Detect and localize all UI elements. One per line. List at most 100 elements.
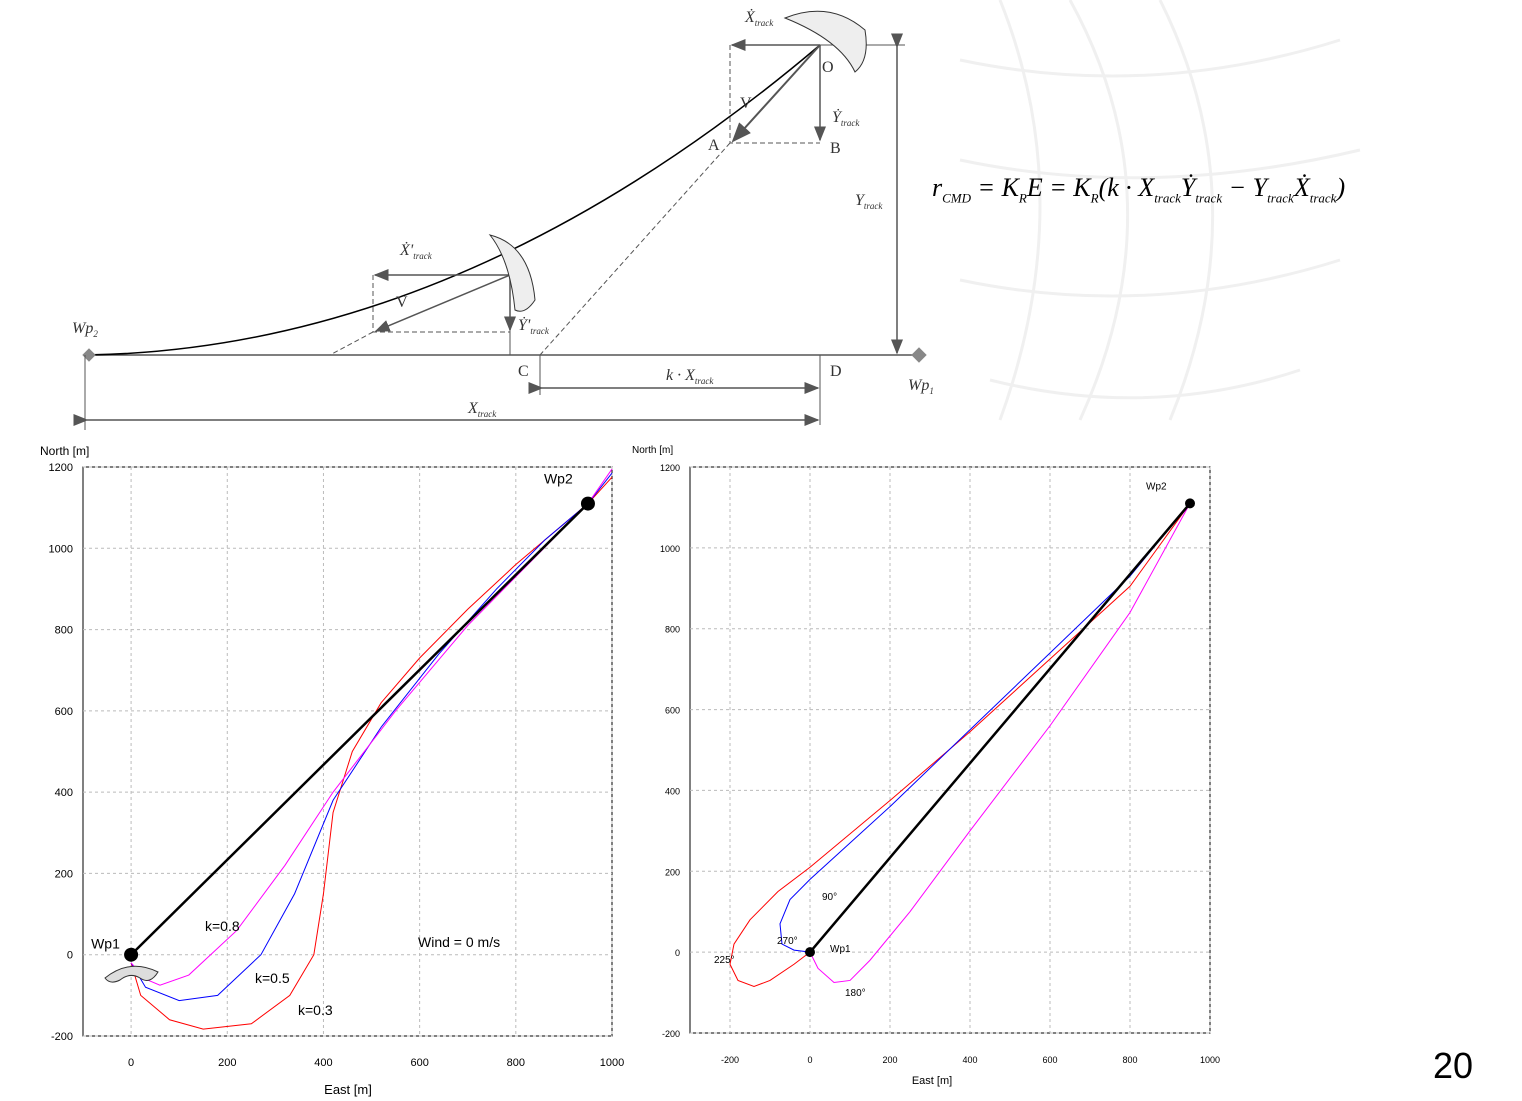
- symbol: Ẏ': [518, 316, 531, 334]
- diagram-label: A: [708, 137, 720, 154]
- y-tick-label: 400: [55, 787, 73, 799]
- waypoint: [581, 497, 595, 511]
- symbol: E =: [1026, 173, 1073, 202]
- x-tick-label: 0: [128, 1057, 134, 1069]
- x-tick-label: 400: [962, 1055, 977, 1065]
- series-label: 90°: [822, 892, 837, 903]
- subscript: track: [1310, 191, 1337, 206]
- waypoint-label: Wp1: [91, 936, 120, 952]
- x-tick-label: 800: [507, 1057, 525, 1069]
- waypoint-label: Wp1: [830, 944, 851, 955]
- symbol: Wp: [72, 320, 93, 337]
- y-tick-label: -200: [51, 1031, 73, 1043]
- x-tick-label: 600: [1042, 1055, 1057, 1065]
- y-axis-label: North [m]: [632, 445, 673, 456]
- symbol: O: [822, 59, 834, 76]
- symbol: −: [1222, 173, 1253, 202]
- y-tick-label: 1000: [660, 544, 680, 554]
- subscript: track: [864, 201, 883, 211]
- symbol: V: [740, 95, 752, 112]
- symbol: k · X: [666, 367, 696, 384]
- subscript: track: [841, 118, 860, 128]
- page-number: 20: [1433, 1045, 1473, 1086]
- subscript: track: [530, 326, 549, 336]
- diagram-label: V: [396, 294, 408, 311]
- series-label: k=0.5: [255, 970, 290, 986]
- diagram-label: Ytrack: [855, 192, 883, 211]
- subscript: R: [1018, 191, 1027, 206]
- y-tick-label: 0: [67, 950, 73, 962]
- x-tick-label: 200: [218, 1057, 236, 1069]
- y-tick-label: 0: [675, 948, 680, 958]
- diagram-label: Ẏ'track: [518, 316, 550, 336]
- diagram-label: Ẋtrack: [744, 8, 774, 28]
- diagram-label: B: [830, 140, 841, 157]
- diagram-label: Ẋ'track: [399, 241, 433, 261]
- subscript: track: [755, 18, 774, 28]
- subscript: 1: [929, 386, 934, 396]
- symbol: D: [830, 363, 842, 380]
- subscript: track: [1267, 191, 1294, 206]
- symbol: Ẋ: [1293, 173, 1311, 202]
- y-tick-label: 800: [665, 625, 680, 635]
- subscript: track: [695, 376, 714, 386]
- diagram-label: k · Xtrack: [666, 367, 714, 386]
- x-tick-label: 1000: [1200, 1055, 1220, 1065]
- series-label: 225°: [714, 955, 735, 966]
- subscript: track: [1154, 191, 1181, 206]
- symbol: V: [396, 294, 408, 311]
- subscript: track: [1195, 191, 1222, 206]
- y-tick-label: 200: [665, 867, 680, 877]
- diagram-label: C: [518, 363, 529, 380]
- y-tick-label: 800: [55, 625, 73, 637]
- series-label: k=0.8: [205, 918, 240, 934]
- subscript: CMD: [942, 191, 972, 206]
- series-label: 180°: [845, 988, 866, 999]
- slide: ẊtrackẎtrackVOABYtrackẊ'trackẎ'trackVWp2…: [0, 0, 1522, 1101]
- formula: rCMD = KRE = KR(k · XtrackẎtrack − Ytrac…: [932, 173, 1345, 206]
- diagram-label: Xtrack: [467, 400, 497, 419]
- symbol: (k ·: [1099, 173, 1139, 202]
- waypoint: [1185, 498, 1195, 508]
- y-axis-label: North [m]: [40, 444, 89, 458]
- subscript: R: [1090, 191, 1099, 206]
- series-label: k=0.3: [298, 1002, 333, 1018]
- y-tick-label: 200: [55, 868, 73, 880]
- x-tick-label: 800: [1122, 1055, 1137, 1065]
- y-tick-label: 1000: [49, 543, 73, 555]
- y-tick-label: 600: [665, 706, 680, 716]
- y-tick-label: 600: [55, 706, 73, 718]
- annotation: Wind = 0 m/s: [418, 934, 500, 950]
- symbol: Ẋ': [399, 241, 414, 259]
- subscript: 2: [93, 329, 98, 339]
- diagram-label: Wp2: [72, 320, 98, 339]
- series-label: 270°: [777, 936, 798, 947]
- symbol: C: [518, 363, 529, 380]
- subscript: track: [413, 251, 432, 261]
- diagram-label: Wp1: [908, 377, 934, 396]
- x-tick-label: 0: [807, 1055, 812, 1065]
- x-tick-label: 600: [410, 1057, 428, 1069]
- symbol: X: [1137, 173, 1155, 202]
- waypoint: [805, 947, 815, 957]
- watermark: [960, 0, 1360, 420]
- charts: 0 200 400 600 800 1000 -200 0 200 400 600 800 1000 12…: [40, 444, 1220, 1097]
- y-tick-label: 1200: [660, 463, 680, 473]
- diagram: ẊtrackẎtrackVOABYtrackẊ'trackẎ'trackVWp2…: [72, 8, 934, 430]
- y-tick-label: -200: [662, 1029, 680, 1039]
- diagram-label: O: [822, 59, 834, 76]
- x-axis-label: East [m]: [324, 1082, 372, 1097]
- diagram-label: V: [740, 95, 752, 112]
- plot-area: [690, 467, 1210, 1033]
- symbol: K: [1072, 173, 1092, 202]
- x-tick-label: -200: [721, 1055, 739, 1065]
- diagram-label: Ẏtrack: [832, 108, 860, 128]
- subscript: track: [478, 409, 497, 419]
- waypoint: [124, 948, 138, 962]
- symbol: Wp: [908, 377, 929, 394]
- y-tick-label: 400: [665, 786, 680, 796]
- y-tick-label: 1200: [49, 462, 73, 474]
- symbol: K: [1001, 173, 1021, 202]
- diagram-label: D: [830, 363, 842, 380]
- x-tick-label: 400: [314, 1057, 332, 1069]
